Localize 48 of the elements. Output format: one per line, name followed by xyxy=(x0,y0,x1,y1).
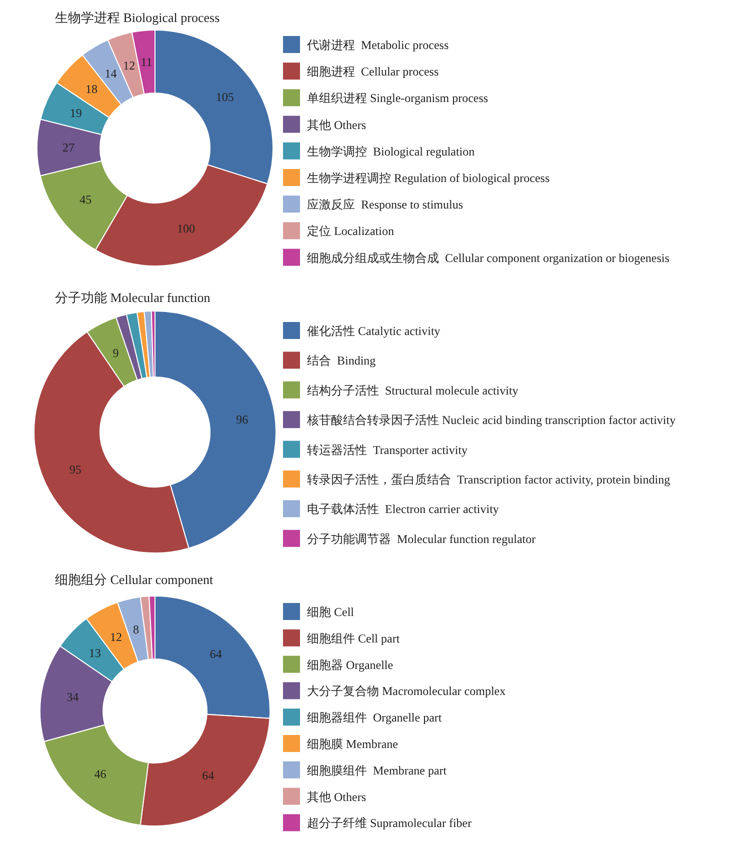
legend-label: 生物学调控 Biological regulation xyxy=(307,144,475,158)
data-label: 45 xyxy=(80,192,92,207)
data-label: 18 xyxy=(86,82,98,96)
legend-label: 电子载体活性 Electron carrier activity xyxy=(307,502,499,516)
legend-label: 定位 Localization xyxy=(307,224,394,238)
data-label: 11 xyxy=(140,54,152,69)
legend-label: 应激反应 Response to stimulus xyxy=(307,198,464,212)
data-label: 14 xyxy=(104,66,117,81)
data-label: 13 xyxy=(88,646,101,660)
data-label: 27 xyxy=(62,140,74,155)
legend-label: 结构分子活性 Structural molecule activity xyxy=(307,383,518,398)
data-label: 100 xyxy=(177,222,196,236)
legend-label: 细胞膜 Membrane xyxy=(307,737,398,751)
legend-label: 核苷酸结合转录因子活性 Nucleic acid binding transcription factor activity xyxy=(306,413,676,428)
data-label: 34 xyxy=(66,690,79,704)
legend-label: 生物学进程调控 Regulation of biological process xyxy=(307,171,550,185)
legend-label: 细胞器组件 Organelle part xyxy=(307,710,442,725)
legend-label: 其他 Others xyxy=(307,118,366,132)
legend-label: 催化活性 Catalytic activity xyxy=(307,324,440,338)
legend-label: 细胞膜组件 Membrane part xyxy=(307,763,448,778)
legend-label: 细胞成分组成或生物合成 Cellular component organization or biogenesis xyxy=(307,250,670,265)
data-label: 64 xyxy=(202,768,214,782)
chart-title: 细胞组分 Cellular component xyxy=(55,572,214,587)
data-label: 105 xyxy=(216,90,234,104)
legend-label: 细胞器 Organelle xyxy=(307,658,394,672)
data-label: 64 xyxy=(210,646,222,661)
legend-label: 代谢进程 Metabolic process xyxy=(306,38,449,52)
legend-label: 分子功能调节器 Molecular function regulator xyxy=(307,532,536,546)
legend-label: 细胞 Cell xyxy=(307,605,355,619)
data-label: 96 xyxy=(236,412,248,427)
chart-title: 生物学进程 Biological process xyxy=(55,10,220,25)
legend-label: 细胞组件 Cell part xyxy=(307,631,400,646)
data-label: 8 xyxy=(132,622,139,637)
data-label: 19 xyxy=(70,106,82,120)
chart-title: 分子功能 Molecular function xyxy=(55,290,211,305)
legend-label: 其他 Others xyxy=(307,790,366,804)
data-label: 95 xyxy=(69,462,82,476)
legend-label: 单组织进程 Single-organism process xyxy=(307,91,488,106)
legend-label: 细胞进程 Cellular process xyxy=(307,64,439,79)
legend-label: 转运器活性 Transporter activity xyxy=(307,442,468,457)
legend-label: 转录因子活性，蛋白质结合 Transcription factor activity, protein binding xyxy=(307,472,670,486)
legend-label: 结合 Binding xyxy=(307,354,376,368)
data-label: 9 xyxy=(112,346,119,360)
legend-label: 超分子纤维 Supramolecular fiber xyxy=(307,816,472,830)
data-label: 46 xyxy=(94,767,106,782)
data-label: 12 xyxy=(123,58,136,72)
data-label: 12 xyxy=(110,630,122,644)
legend-label: 大分子复合物 Macromolecular complex xyxy=(307,684,506,698)
